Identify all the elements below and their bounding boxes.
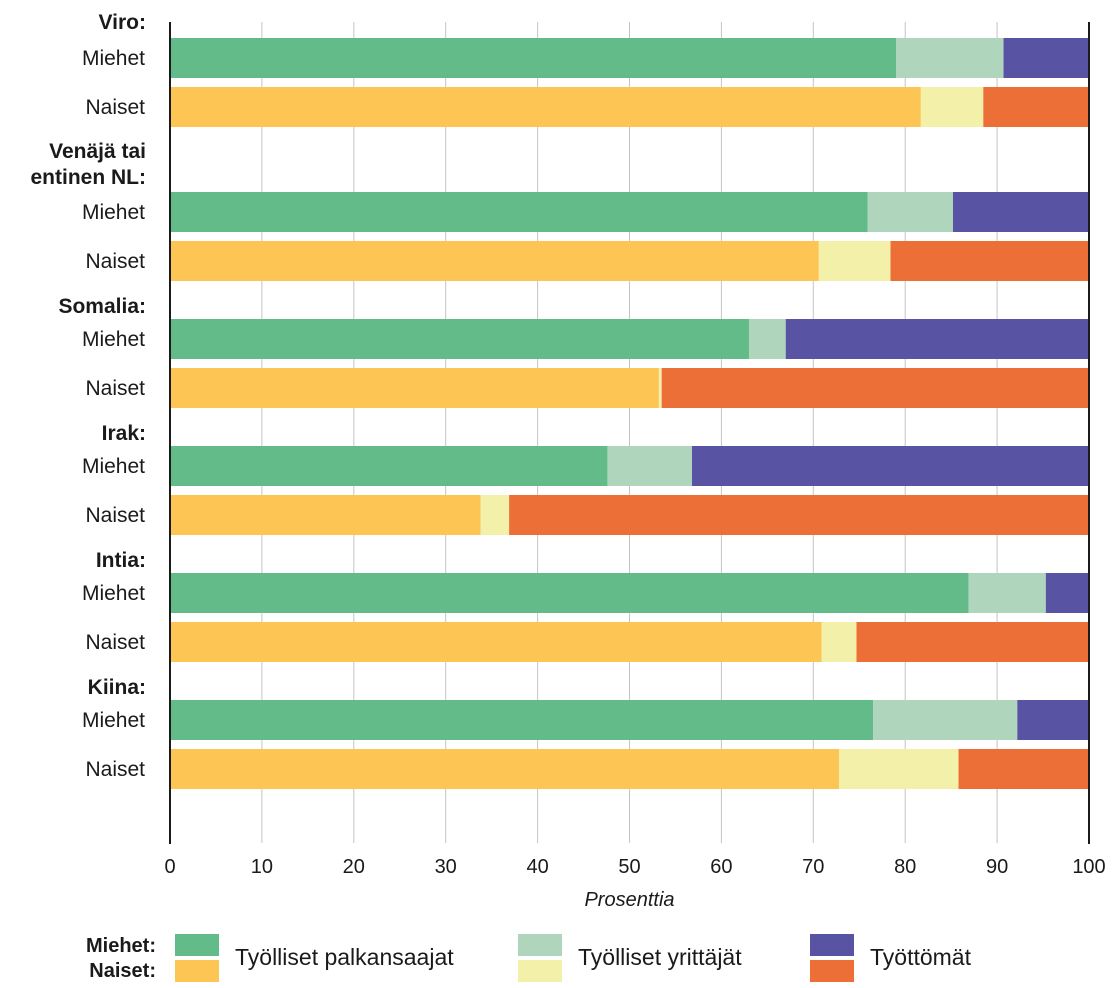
x-tick-label: 30 bbox=[435, 856, 457, 878]
bar-segment-employees bbox=[170, 446, 608, 486]
bar-segment-entrepreneurs bbox=[658, 368, 662, 408]
legend-swatch-men-employees bbox=[175, 934, 219, 956]
bar-segment-unemployed bbox=[856, 622, 1089, 662]
bar-segment-unemployed bbox=[1045, 573, 1089, 613]
bar-segment-entrepreneurs bbox=[818, 241, 891, 281]
row-label: Naiset bbox=[85, 758, 145, 781]
legend-swatch-women-entrepreneurs bbox=[518, 960, 562, 982]
x-tick-label: 90 bbox=[986, 856, 1008, 878]
legend-label-entrepreneurs: Työlliset yrittäjät bbox=[578, 944, 742, 970]
bar-segment-employees bbox=[170, 749, 840, 789]
bar-segment-employees bbox=[170, 38, 897, 78]
bar-segment-employees bbox=[170, 573, 969, 613]
legend-swatch-men-entrepreneurs bbox=[518, 934, 562, 956]
bar-segment-unemployed bbox=[1003, 38, 1089, 78]
row-label: Miehet bbox=[82, 47, 145, 70]
bar-segment-unemployed bbox=[983, 87, 1089, 127]
legend-label-unemployed: Työttömät bbox=[870, 944, 971, 970]
bar-segment-unemployed bbox=[952, 192, 1089, 232]
legend-row-labels: Miehet: Naiset: bbox=[66, 934, 156, 984]
bar-segment-entrepreneurs bbox=[968, 573, 1046, 613]
legend-label-employees: Työlliset palkansaajat bbox=[235, 944, 454, 970]
bar-segment-entrepreneurs bbox=[748, 319, 786, 359]
legend-swatch-women-employees bbox=[175, 960, 219, 982]
x-tick-label: 80 bbox=[894, 856, 916, 878]
bar-segment-entrepreneurs bbox=[873, 700, 1018, 740]
bar-segment-employees bbox=[170, 192, 868, 232]
bar-segment-entrepreneurs bbox=[839, 749, 959, 789]
group-label: Intia: bbox=[96, 549, 146, 572]
row-label: Naiset bbox=[85, 504, 145, 527]
row-label: Miehet bbox=[82, 455, 145, 478]
bar-segment-entrepreneurs bbox=[480, 495, 510, 535]
bar-segment-employees bbox=[170, 700, 874, 740]
row-label: Miehet bbox=[82, 709, 145, 732]
x-tick-label: 0 bbox=[164, 856, 175, 878]
x-tick-label: 50 bbox=[618, 856, 640, 878]
group-label: Irak: bbox=[102, 422, 146, 445]
row-label: Naiset bbox=[85, 377, 145, 400]
x-axis-title: Prosenttia bbox=[584, 889, 674, 911]
group-label: Kiina: bbox=[88, 676, 146, 699]
x-tick-label: 10 bbox=[251, 856, 273, 878]
bar-segment-employees bbox=[170, 622, 822, 662]
bar-segment-employees bbox=[170, 319, 749, 359]
stacked-bar-chart: Viro: Miehet Naiset Venäjä tai entinen NL: Mi… bbox=[31, 11, 1106, 911]
x-tick-label: 70 bbox=[802, 856, 824, 878]
bar-segment-unemployed bbox=[1017, 700, 1089, 740]
legend-row-label-women: Naiset: bbox=[89, 960, 156, 982]
bar-segment-unemployed bbox=[661, 368, 1089, 408]
row-label: Naiset bbox=[85, 250, 145, 273]
group-label: Venäjä tai bbox=[49, 140, 146, 163]
bars bbox=[170, 38, 1090, 789]
bar-segment-entrepreneurs bbox=[867, 192, 953, 232]
bar-segment-unemployed bbox=[890, 241, 1089, 281]
bar-segment-employees bbox=[170, 368, 659, 408]
row-label: Miehet bbox=[82, 201, 145, 224]
row-label: Miehet bbox=[82, 328, 145, 351]
legend-swatch-women-unemployed bbox=[810, 960, 854, 982]
row-label: Naiset bbox=[85, 96, 145, 119]
bar-segment-employees bbox=[170, 241, 819, 281]
x-tick-label: 40 bbox=[526, 856, 548, 878]
bar-segment-unemployed bbox=[509, 495, 1090, 535]
bar-segment-entrepreneurs bbox=[821, 622, 857, 662]
x-tick-label: 20 bbox=[343, 856, 365, 878]
x-axis: 0 10 20 30 40 50 60 70 80 90 100 bbox=[164, 22, 1106, 878]
bar-segment-unemployed bbox=[958, 749, 1089, 789]
legend-row-label-men: Miehet: bbox=[86, 935, 156, 957]
x-tick-label: 100 bbox=[1072, 856, 1105, 878]
group-label: entinen NL: bbox=[31, 166, 147, 189]
bar-segment-unemployed bbox=[691, 446, 1089, 486]
bar-segment-employees bbox=[170, 87, 921, 127]
bar-segment-entrepreneurs bbox=[896, 38, 1004, 78]
bar-segment-employees bbox=[170, 495, 481, 535]
row-label: Miehet bbox=[82, 582, 145, 605]
category-labels: Viro: Miehet Naiset Venäjä tai entinen NL: Mi… bbox=[31, 11, 147, 781]
row-label: Naiset bbox=[85, 631, 145, 654]
legend-swatch-men-unemployed bbox=[810, 934, 854, 956]
group-label: Somalia: bbox=[58, 295, 146, 318]
group-label: Viro: bbox=[99, 11, 146, 34]
bar-segment-entrepreneurs bbox=[607, 446, 692, 486]
bar-segment-entrepreneurs bbox=[920, 87, 984, 127]
x-tick-label: 60 bbox=[710, 856, 732, 878]
gridlines bbox=[261, 22, 998, 843]
legend: Miehet: Naiset: Työlliset palkansaajat T… bbox=[0, 930, 1112, 988]
bar-segment-unemployed bbox=[785, 319, 1089, 359]
